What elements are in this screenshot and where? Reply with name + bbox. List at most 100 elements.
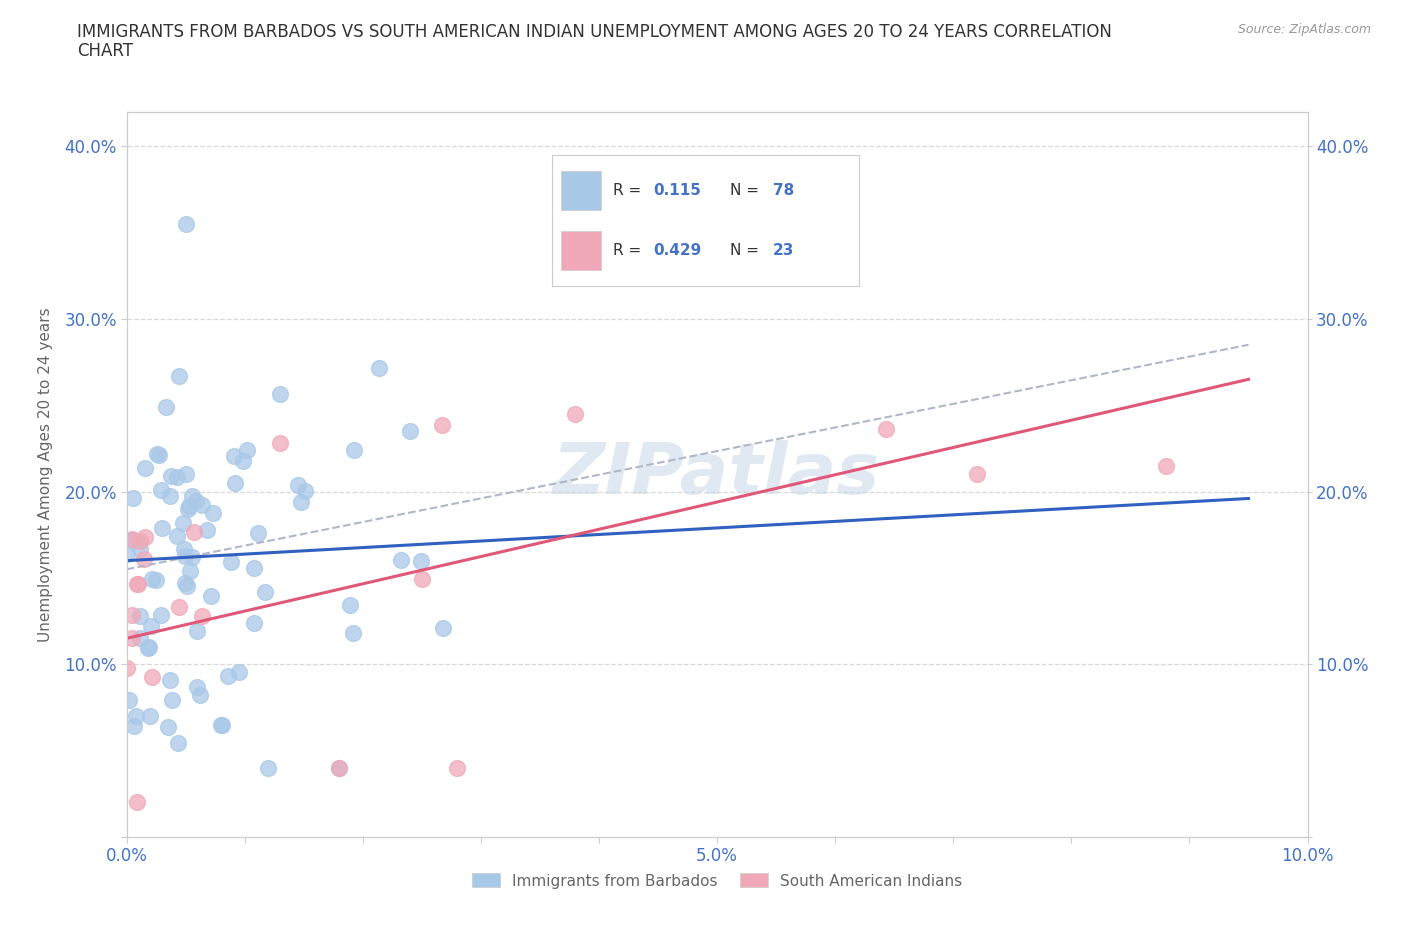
Point bbox=[129, 542, 152, 557]
Point bbox=[179, 498, 201, 513]
Point bbox=[167, 368, 190, 383]
Point bbox=[190, 498, 212, 512]
Point bbox=[173, 542, 195, 557]
Point bbox=[174, 217, 197, 232]
Point bbox=[339, 598, 361, 613]
Point bbox=[167, 736, 190, 751]
Point bbox=[217, 669, 239, 684]
Point bbox=[150, 608, 173, 623]
Text: IMMIGRANTS FROM BARBADOS VS SOUTH AMERICAN INDIAN UNEMPLOYMENT AMONG AGES 20 TO : IMMIGRANTS FROM BARBADOS VS SOUTH AMERIC… bbox=[77, 23, 1112, 41]
Point bbox=[202, 506, 225, 521]
Point bbox=[179, 563, 201, 578]
Point bbox=[209, 717, 232, 732]
Point bbox=[125, 795, 148, 810]
Point bbox=[172, 515, 194, 530]
Point bbox=[222, 448, 245, 463]
Point bbox=[145, 573, 167, 588]
Point bbox=[118, 693, 141, 708]
Point bbox=[186, 623, 208, 638]
Point bbox=[134, 460, 156, 475]
Point bbox=[368, 361, 391, 376]
Point bbox=[411, 572, 433, 587]
Point bbox=[122, 719, 145, 734]
Point bbox=[200, 588, 222, 603]
Point bbox=[160, 693, 183, 708]
Point bbox=[181, 489, 204, 504]
Point bbox=[129, 631, 152, 645]
Point bbox=[875, 421, 897, 436]
Point bbox=[115, 547, 138, 562]
Point bbox=[121, 607, 143, 622]
Point bbox=[129, 533, 152, 548]
Point bbox=[127, 577, 149, 591]
Point bbox=[141, 618, 163, 633]
Point bbox=[232, 454, 254, 469]
Point bbox=[121, 532, 143, 547]
Point bbox=[166, 528, 188, 543]
Point bbox=[409, 554, 432, 569]
Point bbox=[159, 468, 181, 483]
Point bbox=[150, 521, 173, 536]
Point bbox=[176, 578, 198, 593]
Point bbox=[141, 572, 163, 587]
Point bbox=[253, 584, 276, 599]
Point bbox=[177, 501, 200, 516]
Point bbox=[128, 609, 150, 624]
Point bbox=[269, 387, 291, 402]
Point bbox=[257, 761, 280, 776]
Point bbox=[211, 718, 233, 733]
Point bbox=[290, 495, 312, 510]
Point bbox=[287, 478, 309, 493]
Text: ZIPatlas: ZIPatlas bbox=[554, 440, 880, 509]
Point bbox=[195, 523, 218, 538]
Legend: Immigrants from Barbados, South American Indians: Immigrants from Barbados, South American… bbox=[465, 868, 969, 895]
Point bbox=[121, 532, 143, 547]
Point bbox=[446, 761, 468, 776]
Point bbox=[186, 679, 208, 694]
Point bbox=[1154, 458, 1177, 473]
Point bbox=[173, 575, 195, 590]
Point bbox=[224, 475, 246, 490]
Point bbox=[136, 641, 159, 656]
Point bbox=[294, 484, 316, 498]
Point bbox=[146, 446, 169, 461]
Y-axis label: Unemployment Among Ages 20 to 24 years: Unemployment Among Ages 20 to 24 years bbox=[38, 307, 53, 642]
Point bbox=[389, 552, 412, 567]
Point bbox=[243, 561, 266, 576]
Point bbox=[167, 599, 190, 614]
Point bbox=[166, 470, 188, 485]
Point bbox=[219, 554, 242, 569]
Point bbox=[159, 488, 181, 503]
Point bbox=[121, 631, 143, 645]
Text: CHART: CHART bbox=[77, 42, 134, 60]
Point bbox=[430, 418, 453, 432]
Point bbox=[155, 399, 177, 414]
Point bbox=[183, 525, 205, 539]
Point bbox=[134, 530, 156, 545]
Point bbox=[125, 709, 148, 724]
Point bbox=[228, 665, 250, 680]
Point bbox=[138, 640, 160, 655]
Text: Source: ZipAtlas.com: Source: ZipAtlas.com bbox=[1237, 23, 1371, 36]
Point bbox=[150, 483, 173, 498]
Point bbox=[122, 491, 145, 506]
Point bbox=[159, 672, 181, 687]
Point bbox=[966, 467, 988, 482]
Point bbox=[398, 424, 420, 439]
Point bbox=[191, 608, 214, 623]
Point bbox=[139, 709, 162, 724]
Point bbox=[564, 406, 586, 421]
Point bbox=[125, 577, 148, 591]
Point bbox=[186, 494, 208, 509]
Point bbox=[235, 443, 257, 458]
Point bbox=[188, 687, 211, 702]
Point bbox=[342, 626, 364, 641]
Point bbox=[243, 615, 266, 630]
Point bbox=[132, 551, 155, 566]
Point bbox=[328, 761, 350, 776]
Point bbox=[174, 549, 197, 564]
Point bbox=[115, 660, 138, 675]
Point bbox=[141, 670, 163, 684]
Point bbox=[181, 550, 204, 565]
Point bbox=[156, 720, 179, 735]
